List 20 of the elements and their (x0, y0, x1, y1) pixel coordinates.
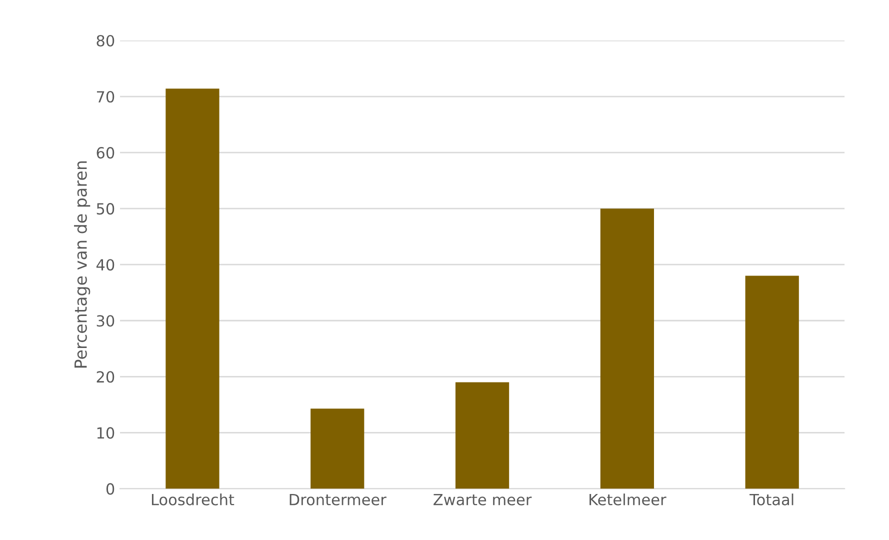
y-tick-label: 60 (96, 147, 114, 159)
x-tick-label: Drontermeer (290, 494, 386, 506)
y-tick-label: 50 (96, 203, 114, 215)
y-tick-label: 0 (106, 483, 114, 495)
x-tick-label: Ketelmeer (590, 494, 666, 506)
bar (310, 408, 364, 489)
bar (745, 276, 799, 489)
y-axis-title: Percentage van de paren (74, 161, 90, 368)
x-tick-label: Totaal (750, 494, 794, 506)
bar (600, 208, 654, 489)
bar (455, 382, 510, 489)
y-tick-label: 80 (96, 34, 114, 47)
x-tick-label: Zwarte meer (434, 494, 532, 506)
x-tick-label: Loosdrecht (152, 494, 234, 506)
y-tick-label: 20 (96, 371, 114, 383)
y-tick-label: 30 (96, 315, 114, 327)
y-tick-label: 40 (96, 259, 114, 271)
y-tick-label: 70 (96, 90, 114, 103)
bar (166, 88, 220, 489)
y-tick-label: 10 (97, 427, 114, 439)
